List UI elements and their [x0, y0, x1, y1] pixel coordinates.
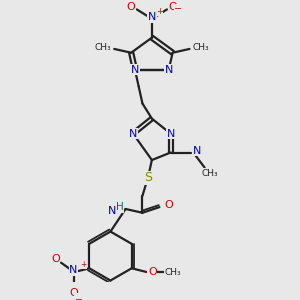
Text: CH₃: CH₃	[193, 43, 209, 52]
Text: N: N	[129, 129, 137, 139]
Text: +: +	[156, 7, 163, 16]
Text: N: N	[108, 206, 116, 216]
Text: N: N	[193, 146, 201, 156]
Text: −: −	[74, 294, 82, 300]
Text: CH₃: CH₃	[202, 169, 219, 178]
Text: CH₃: CH₃	[165, 268, 182, 277]
Text: H: H	[116, 202, 124, 212]
Text: O: O	[127, 2, 136, 12]
Text: O: O	[168, 2, 177, 12]
Text: N: N	[148, 12, 156, 22]
Text: CH₃: CH₃	[94, 43, 111, 52]
Text: O: O	[51, 254, 60, 264]
Text: +: +	[80, 260, 87, 269]
Text: O: O	[164, 200, 173, 210]
Text: S: S	[144, 171, 152, 184]
Text: N: N	[167, 129, 175, 139]
Text: −: −	[174, 4, 182, 14]
Text: N: N	[165, 65, 173, 75]
Text: N: N	[131, 65, 139, 75]
Text: O: O	[70, 288, 79, 298]
Text: N: N	[69, 265, 77, 275]
Text: O: O	[148, 267, 157, 277]
